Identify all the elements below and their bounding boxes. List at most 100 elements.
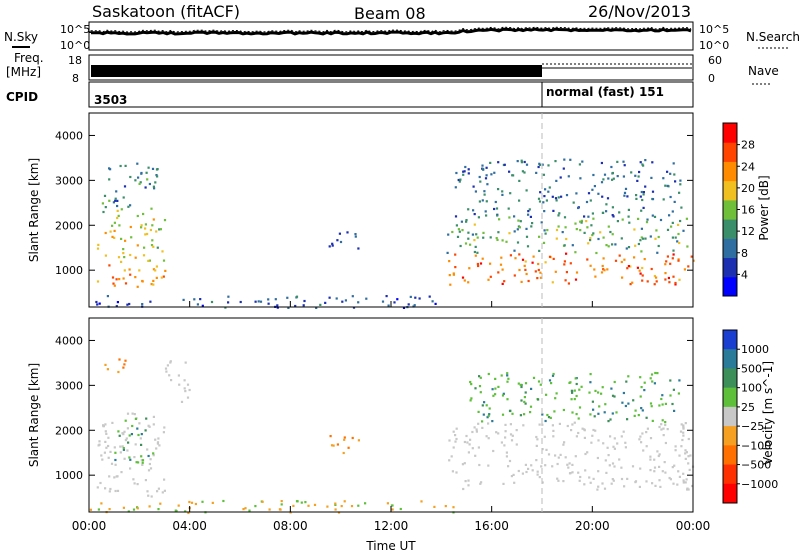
velocity-cell bbox=[519, 414, 522, 417]
power-colorbar-tick-label: 20 bbox=[741, 182, 755, 195]
power-cell bbox=[396, 298, 399, 301]
power-cell bbox=[116, 204, 119, 208]
velocity-cell bbox=[562, 408, 565, 412]
velocity-y-axis: 1000 2000 3000 4000 bbox=[55, 334, 693, 482]
power-cell bbox=[642, 193, 645, 196]
velocity-cell bbox=[556, 462, 559, 466]
velocity-cell bbox=[659, 485, 662, 488]
velocity-cell bbox=[666, 428, 669, 431]
power-cell bbox=[276, 306, 279, 309]
velocity-cell bbox=[544, 419, 547, 423]
velocity-cell bbox=[686, 487, 689, 490]
power-cell bbox=[118, 278, 121, 281]
velocity-cell bbox=[613, 447, 616, 450]
velocity-cell bbox=[494, 387, 497, 390]
velocity-cell bbox=[147, 469, 151, 472]
power-cell bbox=[651, 190, 655, 193]
power-cell bbox=[155, 276, 158, 279]
power-cell bbox=[286, 296, 289, 299]
velocity-cell bbox=[304, 501, 307, 504]
power-cell bbox=[493, 171, 496, 174]
power-cell bbox=[428, 295, 431, 298]
power-cell bbox=[512, 174, 515, 177]
power-cell bbox=[455, 171, 458, 175]
power-cell bbox=[525, 163, 529, 166]
power-cell bbox=[538, 235, 541, 238]
velocity-cell bbox=[140, 443, 143, 446]
noise-tick-top-right: 10^5 bbox=[699, 23, 729, 36]
velocity-cell bbox=[660, 428, 663, 431]
velocity-cell bbox=[505, 455, 508, 458]
velocity-cell bbox=[545, 448, 548, 451]
power-cell bbox=[467, 168, 470, 171]
power-cell bbox=[600, 161, 603, 165]
power-cell bbox=[346, 231, 349, 234]
velocity-cell bbox=[551, 424, 554, 427]
velocity-cell bbox=[573, 398, 576, 401]
power-cell bbox=[118, 224, 121, 227]
power-cell bbox=[328, 296, 331, 299]
power-cell bbox=[111, 224, 114, 227]
velocity-cell bbox=[615, 411, 618, 414]
velocity-cell bbox=[672, 482, 675, 485]
velocity-cell bbox=[597, 412, 600, 415]
power-cell bbox=[547, 164, 550, 167]
velocity-cell bbox=[461, 463, 464, 466]
velocity-cell bbox=[242, 508, 245, 511]
velocity-cell bbox=[454, 434, 457, 437]
power-cell bbox=[639, 195, 642, 198]
power-data-layer bbox=[95, 158, 695, 309]
velocity-cell bbox=[548, 379, 552, 382]
velocity-cell bbox=[129, 458, 132, 461]
power-cell bbox=[524, 260, 527, 263]
power-cell bbox=[673, 173, 676, 176]
velocity-cell bbox=[562, 443, 565, 446]
velocity-cell bbox=[132, 478, 135, 481]
freq-trace bbox=[91, 65, 542, 77]
velocity-cell bbox=[332, 444, 335, 447]
power-cell bbox=[497, 231, 500, 234]
power-cell bbox=[129, 253, 132, 257]
power-cell bbox=[114, 197, 117, 200]
velocity-cell bbox=[674, 445, 677, 448]
velocity-cell bbox=[632, 399, 635, 402]
power-cell bbox=[126, 303, 129, 306]
power-cell bbox=[559, 176, 562, 179]
power-cell bbox=[102, 210, 105, 214]
power-cell bbox=[119, 164, 122, 168]
power-cell bbox=[136, 285, 139, 288]
power-cell bbox=[561, 231, 564, 234]
velocity-cell bbox=[649, 437, 653, 440]
power-cell bbox=[636, 266, 639, 269]
velocity-cell bbox=[110, 462, 114, 465]
velocity-cell bbox=[444, 505, 447, 508]
velocity-cell bbox=[530, 464, 533, 467]
power-cell bbox=[557, 225, 560, 228]
velocity-cell bbox=[487, 422, 490, 425]
power-cell bbox=[518, 199, 521, 202]
velocity-cell bbox=[541, 448, 544, 451]
nsearch-label: N.Search bbox=[746, 30, 800, 44]
power-cell bbox=[517, 219, 520, 222]
power-cell bbox=[544, 261, 547, 264]
velocity-cell bbox=[594, 389, 597, 392]
velocity-cell bbox=[420, 500, 423, 503]
velocity-cell bbox=[609, 418, 612, 421]
power-cell bbox=[115, 305, 118, 308]
velocity-cell bbox=[105, 446, 108, 449]
power-cell bbox=[146, 178, 149, 181]
power-cell bbox=[106, 295, 109, 298]
power-cell bbox=[493, 207, 496, 211]
power-cell bbox=[626, 195, 629, 198]
power-cell bbox=[690, 255, 693, 258]
velocity-cell bbox=[562, 480, 565, 483]
velocity-cell bbox=[479, 482, 482, 485]
power-cell bbox=[662, 198, 665, 201]
velocity-cell bbox=[658, 404, 661, 407]
power-cell bbox=[489, 236, 492, 239]
velocity-cell bbox=[545, 393, 548, 396]
power-cell bbox=[537, 268, 540, 272]
velocity-cell bbox=[452, 446, 455, 449]
velocity-cell bbox=[570, 398, 573, 401]
velocity-colorbar-segment bbox=[723, 349, 737, 369]
